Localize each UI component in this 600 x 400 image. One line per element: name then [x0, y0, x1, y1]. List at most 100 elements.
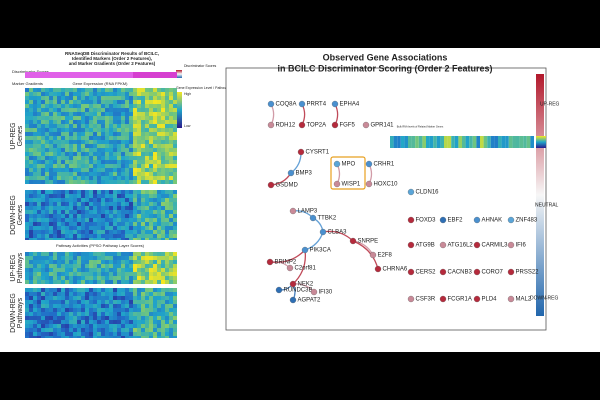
heatmap-cell: [53, 120, 57, 124]
heatmap-cell: [65, 202, 69, 206]
heatmap-cell: [81, 194, 85, 198]
heatmap-cell: [105, 218, 109, 222]
heatmap-cell: [53, 222, 57, 226]
inset-cell: [436, 136, 441, 148]
heatmap-cell: [117, 140, 121, 144]
heatmap-cell: [153, 120, 157, 124]
heatmap-cell: [161, 152, 165, 156]
heatmap-cell: [129, 234, 133, 238]
heatmap-cell: [133, 230, 137, 234]
heatmap-cell: [29, 320, 33, 324]
heatmap-cell: [165, 104, 169, 108]
heatmap-cell: [129, 316, 133, 320]
heatmap-cell: [125, 288, 129, 292]
heatmap-cell: [125, 328, 129, 332]
heatmap-cell: [141, 252, 145, 256]
heatmap-cell: [137, 194, 141, 198]
heatmap-cell: [89, 256, 93, 260]
heatmap-cell: [65, 280, 69, 284]
heatmap-cell: [49, 276, 53, 280]
heatmap-cell: [153, 312, 157, 316]
heatmap-cell: [89, 304, 93, 308]
heatmap-cell: [149, 164, 153, 168]
heatmap-cell: [81, 156, 85, 160]
inset-cell: [472, 136, 477, 148]
heatmap-cell: [133, 222, 137, 226]
heatmap-cell: [121, 96, 125, 100]
heatmap-cell: [145, 332, 149, 336]
heatmap-cell: [41, 296, 45, 300]
heatmap-cell: [117, 180, 121, 184]
heatmap-cell: [89, 268, 93, 272]
heatmap-cell: [133, 96, 137, 100]
heatmap-cell: [145, 264, 149, 268]
heatmap-cell: [101, 132, 105, 136]
heatmap-cell: [141, 198, 145, 202]
heatmap-cell: [93, 260, 97, 264]
heatmap-cell: [49, 92, 53, 96]
heatmap-cell: [157, 296, 161, 300]
heatmap-cell: [125, 92, 129, 96]
heatmap-cell: [69, 276, 73, 280]
node: [286, 264, 294, 272]
heatmap-cell: [45, 256, 49, 260]
heatmap-cell: [105, 120, 109, 124]
heatmap-cell: [41, 132, 45, 136]
heatmap-cell: [41, 148, 45, 152]
heatmap-cell: [145, 190, 149, 194]
left-title: RNASeqDB Discriminator Results of BCILC,: [65, 51, 159, 56]
heatmap-cell: [33, 238, 37, 240]
heatmap-cell: [81, 260, 85, 264]
heatmap-cell: [145, 140, 149, 144]
heatmap-cell: [121, 238, 125, 240]
heatmap-cell: [117, 336, 121, 338]
heatmap-cell: [105, 206, 109, 210]
heatmap-cell: [173, 156, 177, 160]
heatmap-cell: [157, 152, 161, 156]
heatmap-cell: [45, 124, 49, 128]
heatmap-cell: [101, 264, 105, 268]
heatmap-cell: [25, 316, 29, 320]
inset-cell: [444, 136, 448, 148]
heatmap-cell: [53, 92, 57, 96]
heatmap-cell: [117, 136, 121, 140]
heatmap-cell: [93, 152, 97, 156]
heatmap-cell: [41, 104, 45, 108]
heatmap-cell: [141, 272, 145, 276]
heatmap-cell: [117, 218, 121, 222]
heatmap-cell: [53, 252, 57, 256]
bottom-bar: [0, 352, 600, 400]
heatmap-cell: [137, 218, 141, 222]
heatmap-cell: [121, 190, 125, 194]
node-label: FGF5: [340, 123, 356, 129]
node-label: MPO: [342, 162, 356, 168]
heatmap-cell: [133, 336, 137, 338]
heatmap-cell: [137, 100, 141, 104]
heatmap-cell: [25, 218, 29, 222]
heatmap-cell: [69, 210, 73, 214]
node-label: WISP1: [342, 182, 361, 188]
node-label: MAL2: [516, 297, 532, 303]
heatmap-cell: [45, 210, 49, 214]
heatmap-cell: [105, 308, 109, 312]
heatmap-cell: [53, 198, 57, 202]
heatmap-cell: [81, 112, 85, 116]
heatmap-cell: [29, 276, 33, 280]
heatmap-cell: [49, 160, 53, 164]
score-cell: [49, 72, 53, 78]
heatmap-cell: [101, 112, 105, 116]
heatmap-cell: [61, 132, 65, 136]
heatmap-cell: [65, 164, 69, 168]
heatmap-cell: [133, 276, 137, 280]
score-cell: [33, 72, 37, 78]
heatmap-cell: [93, 288, 97, 292]
heatmap-cell: [89, 226, 93, 230]
heatmap-cell: [149, 288, 153, 292]
heatmap-cell: [33, 206, 37, 210]
heatmap-cell: [125, 332, 129, 336]
heatmap-cell: [113, 300, 117, 304]
heatmap-cell: [161, 268, 165, 272]
heatmap-cell: [153, 112, 157, 116]
heatmap-cell: [173, 256, 177, 260]
heatmap-cell: [41, 234, 45, 238]
